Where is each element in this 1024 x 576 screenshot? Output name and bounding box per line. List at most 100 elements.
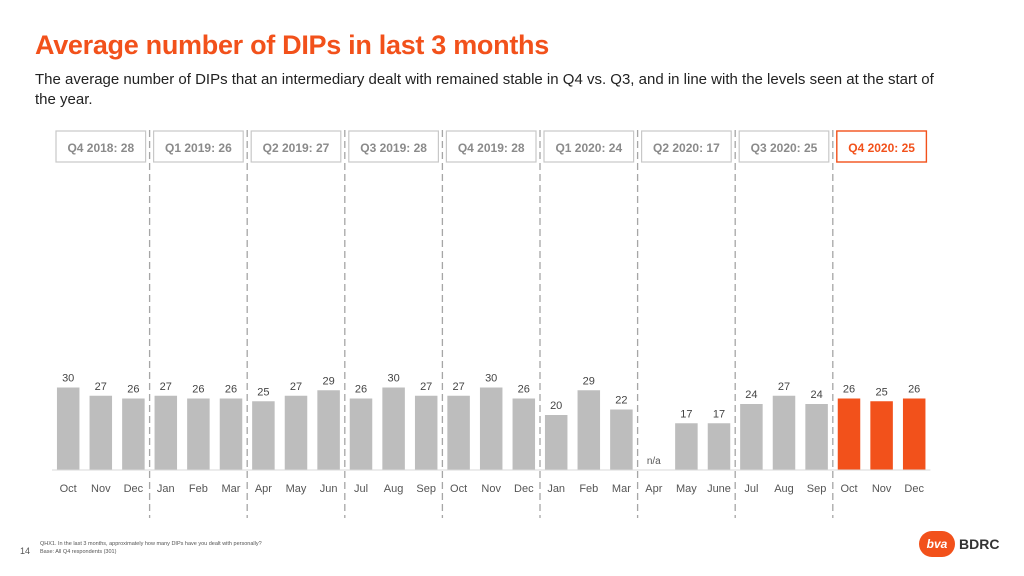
value-label: 26 [127, 384, 139, 396]
x-tick-label: Dec [514, 483, 534, 495]
value-label: 25 [875, 386, 887, 398]
x-tick-label: May [286, 483, 307, 495]
page-title: Average number of DIPs in last 3 months [35, 30, 549, 60]
bar [479, 387, 503, 470]
bar [447, 395, 470, 470]
value-label: 24 [810, 389, 822, 401]
x-tick-label: Sep [807, 483, 827, 495]
x-tick-label: Apr [255, 483, 272, 495]
bar [284, 395, 308, 470]
page-number: 14 [20, 546, 31, 556]
bar [870, 401, 893, 470]
bar [610, 409, 633, 470]
monthly-dips-bar-chart: Q4 2018: 28 30 Oct 27 Nov 26 Dec Q1 2019: 26 27 J… [52, 130, 931, 518]
bar [382, 387, 405, 470]
value-label: 25 [257, 386, 269, 398]
bar [414, 395, 438, 470]
page-subtitle: The average number of DIPs that an inter… [35, 71, 934, 108]
footnote-question: QHX1. In the last 3 months, approximatel… [40, 541, 262, 547]
value-label: 17 [680, 408, 692, 420]
value-label: 26 [908, 384, 920, 396]
footnote: QHX1. In the last 3 months, approximatel… [40, 540, 262, 556]
x-tick-label: Nov [481, 483, 501, 495]
x-tick-label: Jul [354, 483, 368, 495]
value-label: 26 [225, 384, 237, 396]
quarter-label-box [543, 130, 635, 163]
x-tick-label: Oct [60, 483, 77, 495]
value-label: 27 [160, 381, 172, 393]
value-label: 26 [192, 384, 204, 396]
bva-bdrc-logo: bva BDRC [919, 531, 999, 557]
bar [512, 398, 536, 470]
quarter-label: Q2 2020: 17 [653, 141, 720, 155]
x-tick-label: Mar [222, 483, 241, 495]
quarter-label-box [640, 130, 732, 163]
x-tick-label: Dec [904, 483, 924, 495]
quarter-label-box [250, 130, 342, 163]
value-label: 27 [95, 381, 107, 393]
logo-badge: bva [919, 531, 955, 557]
bar [544, 415, 568, 470]
bar [252, 401, 275, 470]
bar [349, 398, 373, 470]
value-label: 20 [550, 400, 562, 412]
x-tick-label: May [676, 483, 697, 495]
bar [56, 387, 80, 470]
bar [902, 398, 926, 470]
value-label-missing: n/a [647, 456, 661, 467]
bar [317, 390, 340, 470]
value-label: 30 [387, 373, 399, 385]
bar [122, 398, 145, 470]
quarter-label-box [55, 130, 147, 163]
bar [187, 398, 210, 470]
bar [219, 398, 243, 470]
quarter-label: Q2 2019: 27 [263, 141, 330, 155]
quarter-label-box [153, 130, 244, 163]
x-tick-label: Oct [840, 483, 857, 495]
quarter-label: Q3 2019: 28 [360, 141, 427, 155]
x-tick-label: June [707, 483, 731, 495]
x-tick-label: Jun [320, 483, 338, 495]
x-tick-label: Mar [612, 483, 631, 495]
bar [154, 395, 178, 470]
value-label: 24 [745, 389, 757, 401]
value-label: 26 [843, 384, 855, 396]
value-label: 27 [778, 381, 790, 393]
value-label: 22 [615, 395, 627, 407]
value-label: 27 [452, 381, 464, 393]
quarter-label: Q4 2020: 25 [848, 141, 915, 155]
bar [707, 423, 731, 470]
x-tick-label: Dec [124, 483, 144, 495]
bar [772, 395, 796, 470]
x-tick-label: Aug [384, 483, 404, 495]
quarter-label-box [348, 130, 439, 163]
bar [577, 390, 601, 470]
quarter-label: Q1 2020: 24 [555, 141, 622, 155]
bar [837, 398, 861, 470]
value-label: 26 [355, 384, 367, 396]
value-label: 30 [485, 373, 497, 385]
quarter-label: Q4 2018: 28 [67, 141, 134, 155]
value-label: 29 [322, 375, 334, 387]
bar [740, 404, 763, 470]
bar [675, 423, 698, 470]
x-tick-label: Jan [157, 483, 175, 495]
x-tick-label: Jan [547, 483, 565, 495]
x-tick-label: Aug [774, 483, 794, 495]
footnote-base: Base: All Q4 respondents (301) [40, 549, 117, 555]
quarter-label: Q3 2020: 25 [751, 141, 818, 155]
x-tick-label: Feb [189, 483, 208, 495]
bar [805, 404, 828, 470]
value-label: 29 [583, 375, 595, 387]
x-tick-label: Feb [579, 483, 598, 495]
quarter-label-box [836, 130, 928, 163]
x-tick-label: Nov [872, 483, 892, 495]
quarter-label: Q1 2019: 26 [165, 141, 232, 155]
x-tick-label: Oct [450, 483, 467, 495]
value-label: 27 [420, 381, 432, 393]
value-label: 30 [62, 373, 74, 385]
x-tick-label: Sep [416, 483, 436, 495]
x-tick-label: Nov [91, 483, 111, 495]
bar [89, 395, 113, 470]
value-label: 26 [518, 384, 530, 396]
